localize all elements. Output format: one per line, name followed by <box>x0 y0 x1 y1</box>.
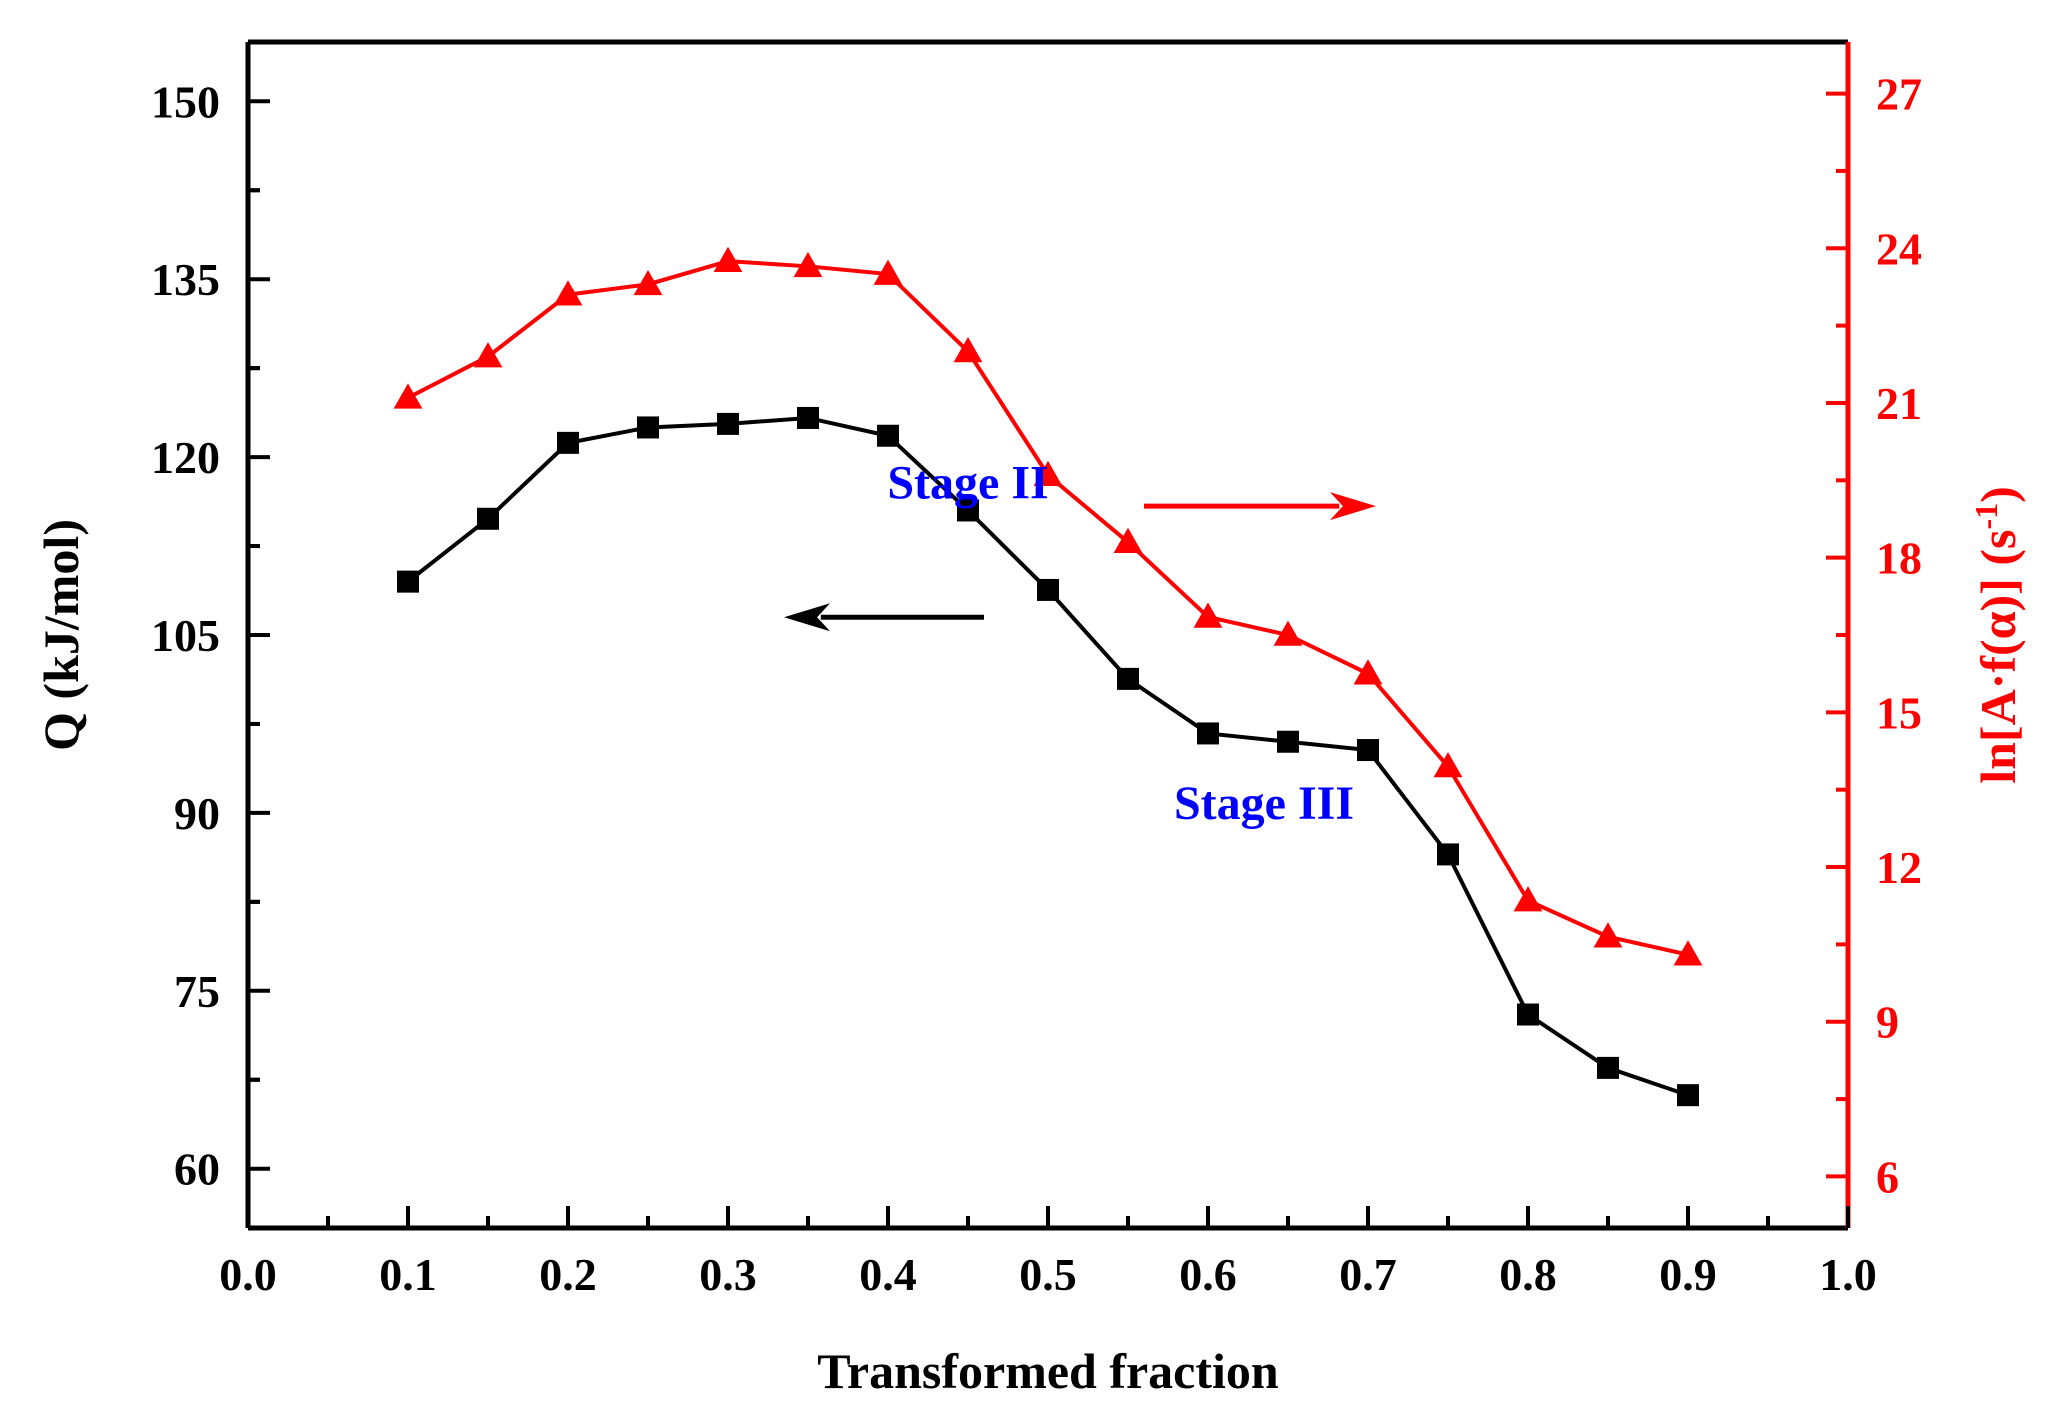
lnA-data-point <box>1033 460 1063 486</box>
lnA-data-point <box>713 246 743 272</box>
right-axis-title: ln[A·f(α)] (s-1) <box>1968 486 2026 784</box>
x-tick-label: 0.5 <box>1019 1249 1077 1300</box>
lnA-data-point <box>1353 659 1383 685</box>
left-tick-label: 120 <box>151 432 220 483</box>
arrow-head <box>784 603 830 632</box>
lnA-data-point <box>1193 602 1223 628</box>
annotation-layer: Stage II Stage III <box>784 457 1376 830</box>
left-tick-label: 60 <box>174 1144 220 1195</box>
q-data-point <box>1597 1056 1619 1079</box>
q-data-point <box>1517 1003 1539 1026</box>
q-data-point <box>557 431 579 454</box>
series-layer <box>393 246 1703 1107</box>
lnA-series-line <box>407 259 1689 957</box>
stage-annotation: Stage III <box>1174 777 1354 830</box>
left-tick-label: 90 <box>174 788 220 839</box>
lnA-data-point <box>1593 922 1623 948</box>
q-data-point <box>1677 1084 1699 1107</box>
x-tick-label: 0.4 <box>859 1249 917 1300</box>
q-data-point <box>397 570 419 593</box>
q-data-point <box>877 424 899 447</box>
q-data-point <box>957 499 979 522</box>
q-data-point <box>1037 578 1059 601</box>
lnA-data-point <box>553 280 583 306</box>
q-data-point <box>1357 739 1379 762</box>
lnA-data-point <box>1673 940 1703 966</box>
lnA-data-point <box>1113 527 1143 553</box>
lnA-data-point <box>393 383 423 409</box>
right-tick-label: 21 <box>1876 378 1922 429</box>
q-data-point <box>637 416 659 439</box>
q-data-point <box>1437 843 1459 866</box>
left-axis-title: Q (kJ/mol) <box>33 519 89 751</box>
axes-layer: 0.0 0.1 0.2 0.3 0.4 0.5 0.6 0.7 0.8 0.9 1.0 60 75 90 1… <box>33 39 2026 1399</box>
left-tick-label: 135 <box>151 254 220 305</box>
lnA-data-point <box>473 342 503 368</box>
right-tick-label: 27 <box>1876 69 1922 120</box>
right-tick-label: 15 <box>1876 687 1922 738</box>
lnA-data-point <box>633 269 663 296</box>
lnA-data-point <box>1513 886 1543 912</box>
q-data-point <box>797 406 819 429</box>
x-tick-label: 0.1 <box>379 1249 437 1300</box>
right-tick-label: 9 <box>1876 997 1899 1048</box>
right-tick-label: 6 <box>1876 1151 1899 1202</box>
right-tick-label: 18 <box>1876 533 1922 584</box>
lnA-data-point <box>953 336 983 363</box>
lnA-data-point <box>793 251 823 278</box>
q-data-point <box>1197 722 1219 745</box>
q-data-point <box>717 412 739 435</box>
q-series-line <box>406 415 1689 1098</box>
x-tick-label: 0.0 <box>219 1249 277 1300</box>
lnA-data-point <box>1273 620 1303 646</box>
x-tick-label: 0.2 <box>539 1249 597 1300</box>
x-tick-label: 0.7 <box>1339 1249 1397 1300</box>
q-data-point <box>1277 730 1299 753</box>
q-data-point <box>1117 667 1139 690</box>
x-axis-title: Transformed fraction <box>817 1343 1279 1399</box>
arrow-head <box>1330 492 1376 521</box>
right-tick-label: 24 <box>1876 223 1922 274</box>
stage-annotation: Stage II <box>887 457 1048 510</box>
x-tick-label: 0.3 <box>699 1249 757 1300</box>
lnA-data-point <box>873 259 903 285</box>
left-tick-label: 105 <box>151 610 220 661</box>
x-tick-label: 0.8 <box>1499 1249 1557 1300</box>
x-tick-label: 0.9 <box>1659 1249 1717 1300</box>
right-tick-label: 12 <box>1876 842 1922 893</box>
x-tick-label: 1.0 <box>1819 1249 1877 1300</box>
left-tick-label: 75 <box>174 966 220 1017</box>
x-tick-label: 0.6 <box>1179 1249 1237 1300</box>
left-tick-label: 150 <box>151 76 220 127</box>
q-data-point <box>477 507 499 530</box>
lnA-data-point <box>1433 752 1463 778</box>
